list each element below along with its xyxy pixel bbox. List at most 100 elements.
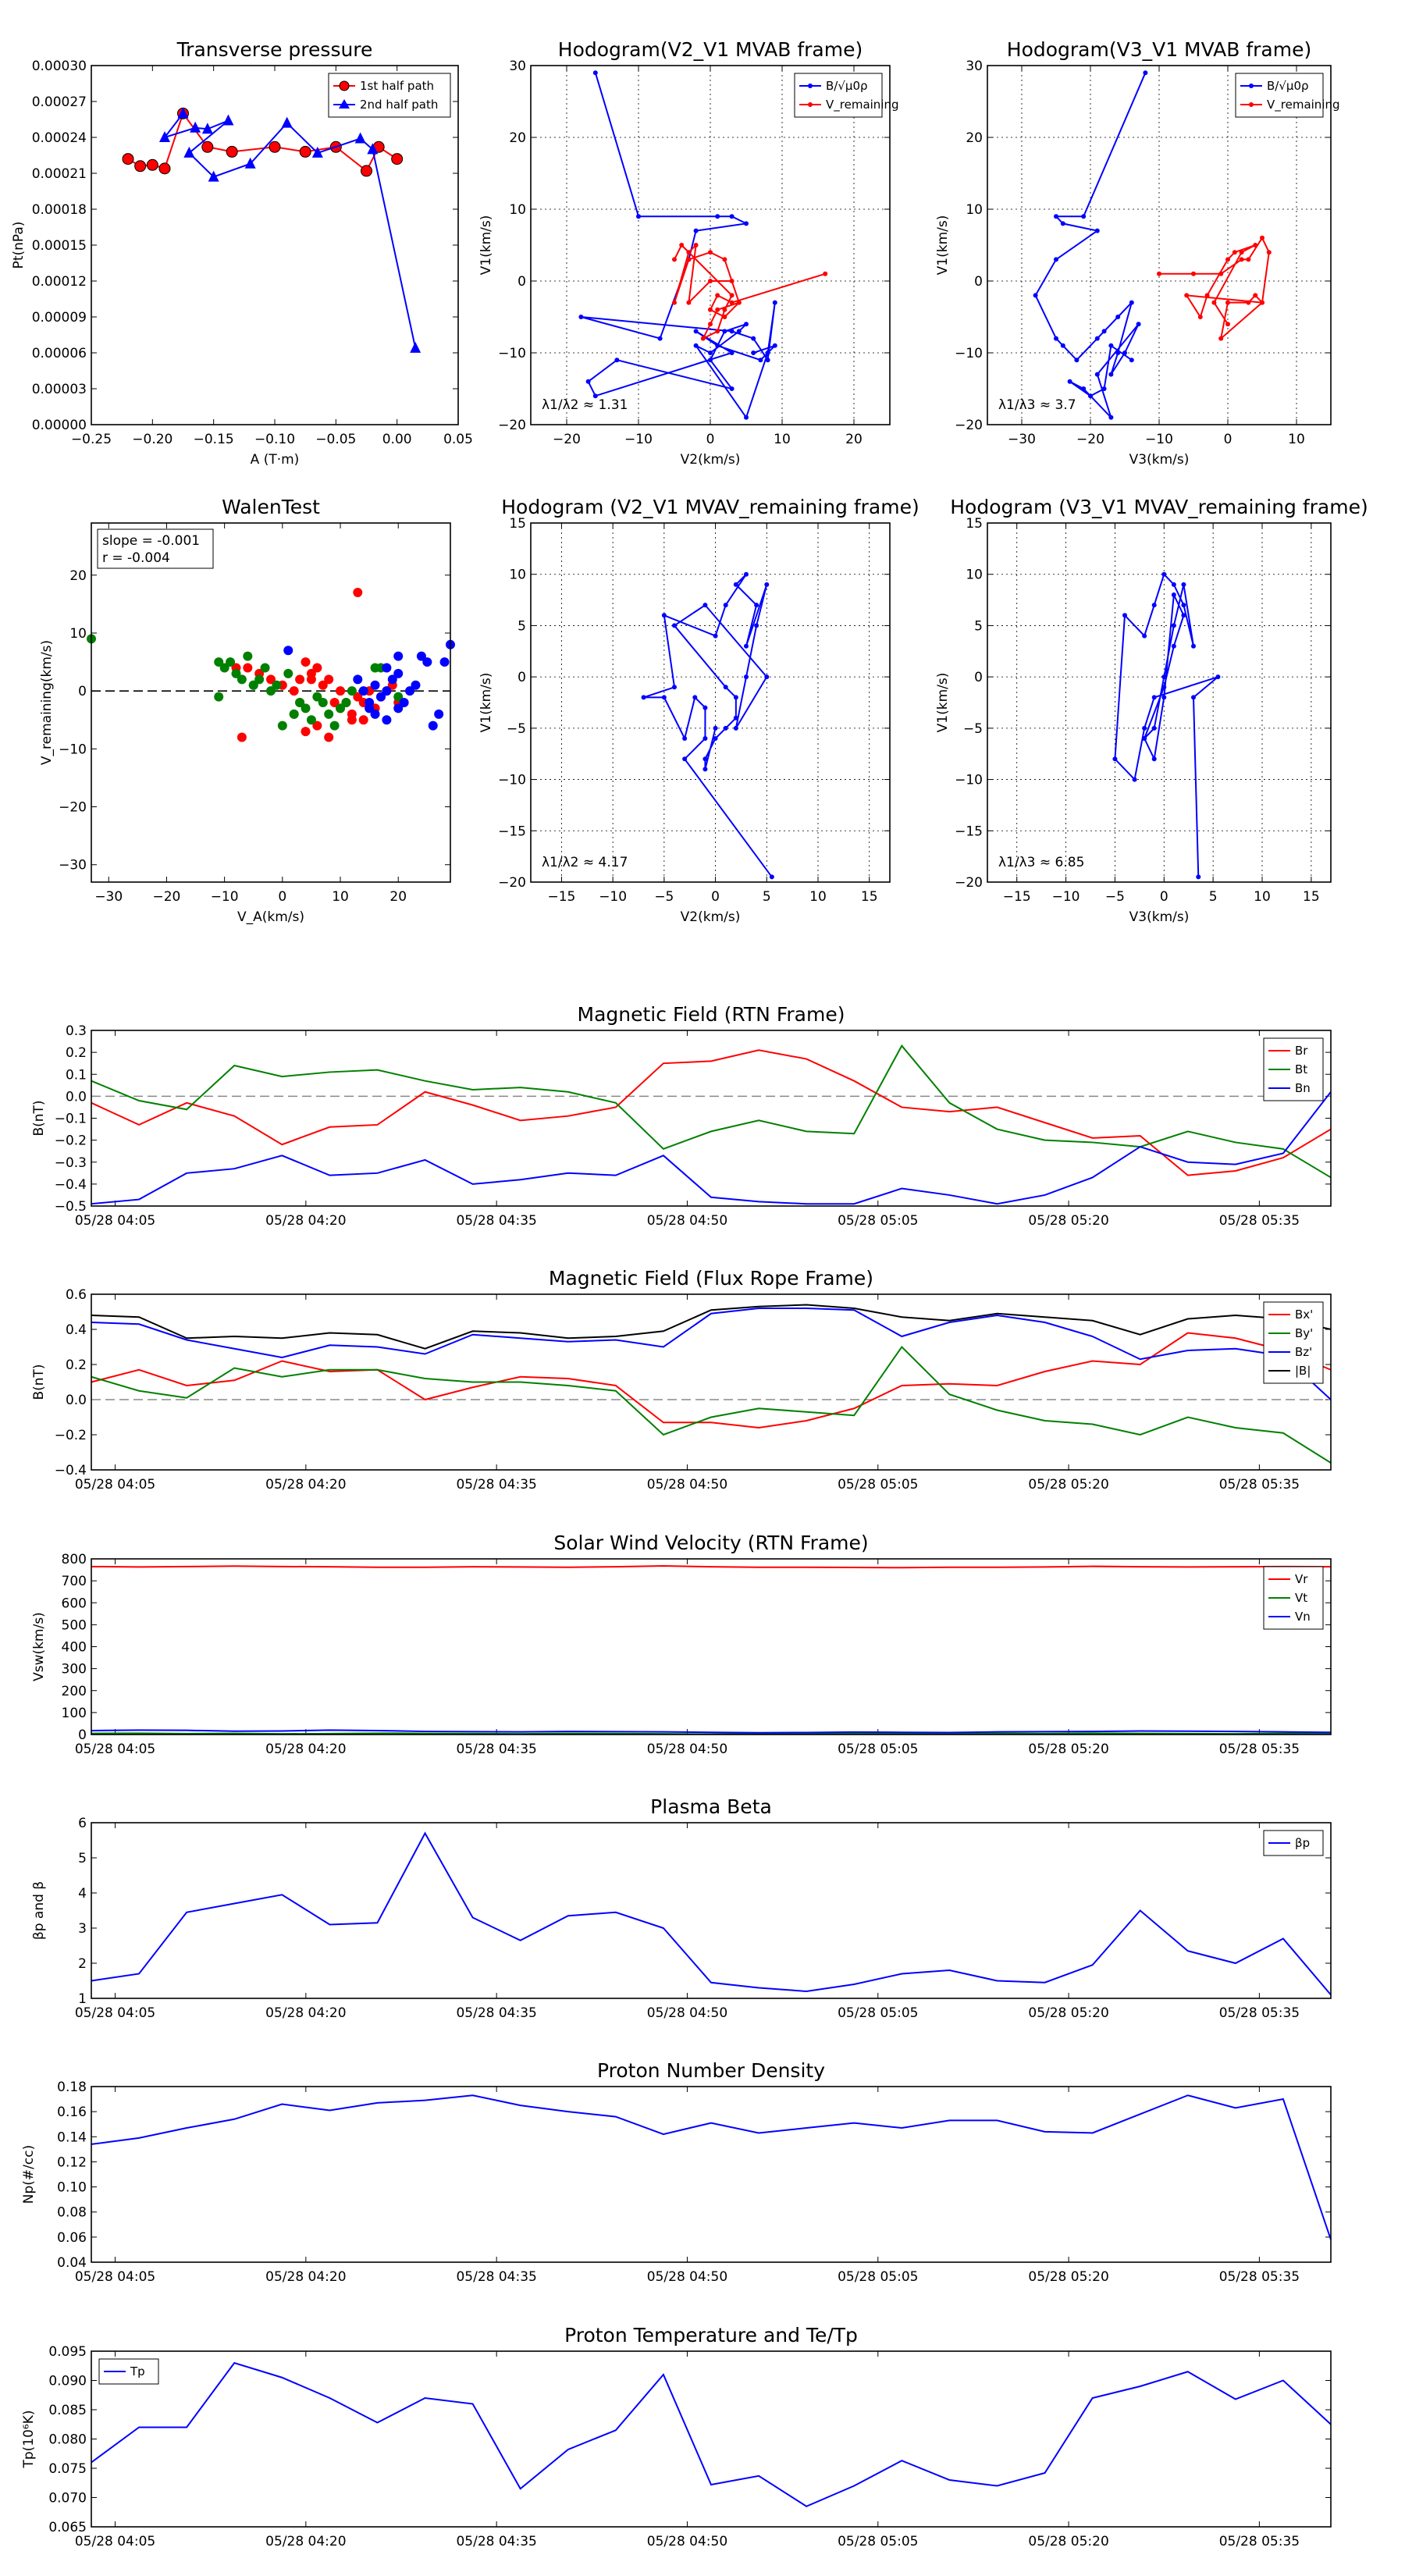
x-tick-label: 0 xyxy=(706,432,715,447)
x-tick-label: 10 xyxy=(1254,889,1271,905)
y-axis-label: V_remaining(km/s) xyxy=(39,640,55,765)
data-point xyxy=(1171,582,1176,587)
data-point xyxy=(715,293,720,298)
data-point xyxy=(729,214,735,219)
data-point xyxy=(614,358,620,363)
x-tick-label: −30 xyxy=(1008,432,1036,447)
legend-label: |B| xyxy=(1295,1364,1311,1378)
data-point xyxy=(1151,725,1157,731)
y-tick-label: 10 xyxy=(69,626,87,642)
x-axis-label: V2(km/s) xyxy=(681,452,741,468)
y-tick-label: −15 xyxy=(498,824,526,839)
data-point xyxy=(201,123,213,134)
data-point xyxy=(1094,336,1100,341)
y-tick-label: 10 xyxy=(509,568,526,583)
chart-walen: WalenTest V_A(km/s) V_remaining(km/s) −30 −2… xyxy=(39,496,455,925)
legend-marker xyxy=(808,84,813,88)
data-point xyxy=(248,680,258,690)
y-axis-label: V1(km/s) xyxy=(478,673,494,733)
data-point xyxy=(1151,695,1157,700)
x-tick-label: 05/28 04:05 xyxy=(75,1477,155,1493)
series-line xyxy=(1034,72,1147,418)
data-point xyxy=(1196,874,1201,880)
x-tick-label: 05/28 04:35 xyxy=(456,1742,536,1757)
chart-h2: Hodogram(V3_V1 MVAB frame) V3(km/s) V1(km/… xyxy=(935,38,1340,468)
legend-label: V_remaining xyxy=(826,98,899,112)
data-point xyxy=(713,736,718,741)
data-point xyxy=(661,695,667,700)
data-point xyxy=(823,271,828,276)
data-point xyxy=(353,588,363,598)
x-tick-label: −15 xyxy=(547,889,575,905)
y-tick-label: −10 xyxy=(955,773,983,788)
x-tick-label: 05/28 04:50 xyxy=(647,1742,727,1757)
x-axis-label: V_A(km/s) xyxy=(237,909,304,925)
y-tick-label: 0.00009 xyxy=(32,310,87,326)
y-tick-label: 0 xyxy=(518,274,526,290)
data-point xyxy=(722,329,727,334)
y-tick-label: −0.1 xyxy=(55,1112,87,1127)
chart-title: Plasma Beta xyxy=(650,1795,772,1818)
data-point xyxy=(434,709,444,719)
chart-title: Transverse pressure xyxy=(176,38,373,61)
data-point xyxy=(1246,300,1251,305)
x-tick-label: 05/28 05:35 xyxy=(1219,2005,1300,2021)
x-tick-label: 15 xyxy=(861,889,878,905)
x-tick-label: 0 xyxy=(1160,889,1168,905)
data-point xyxy=(306,715,316,725)
chart-vel: Solar Wind Velocity (RTN Frame) Vsw(km/s)… xyxy=(31,1532,1332,1757)
data-point xyxy=(1225,257,1230,262)
data-point xyxy=(183,146,195,158)
data-point xyxy=(1101,386,1107,391)
data-point xyxy=(122,153,134,165)
chart-annotation: r = -0.004 xyxy=(102,550,170,566)
y-tick-label: −20 xyxy=(955,418,983,433)
chart-title: Hodogram (V2_V1 MVAV_remaining frame) xyxy=(501,496,919,518)
y-tick-label: 0.075 xyxy=(48,2461,87,2477)
y-tick-label: 10 xyxy=(509,202,526,218)
data-point xyxy=(1033,293,1038,298)
data-point xyxy=(391,153,404,165)
data-point xyxy=(266,686,276,696)
x-tick-label: −20 xyxy=(1076,432,1104,447)
data-point xyxy=(733,725,738,731)
data-point xyxy=(744,322,749,327)
y-tick-label: −10 xyxy=(955,346,983,361)
data-point xyxy=(1204,293,1210,298)
legend-label: B/√μ0ρ xyxy=(1267,79,1309,93)
series-line xyxy=(91,1831,1332,1996)
y-tick-label: 0.00021 xyxy=(32,166,87,182)
y-tick-label: 20 xyxy=(509,130,526,146)
data-point xyxy=(301,703,311,713)
chart-title: Proton Number Density xyxy=(597,2059,825,2082)
y-tick-label: −0.3 xyxy=(55,1155,87,1171)
y-tick-label: −0.4 xyxy=(55,1463,87,1478)
y-tick-label: 0.065 xyxy=(48,2520,87,2535)
x-tick-label: 05/28 04:35 xyxy=(456,2534,536,2549)
y-tick-label: 0.06 xyxy=(57,2230,87,2246)
y-axis-label: Np(#/cc) xyxy=(21,2145,37,2204)
data-point xyxy=(312,720,322,731)
series-line xyxy=(581,72,776,420)
data-point xyxy=(1108,343,1114,348)
y-tick-label: 500 xyxy=(62,1617,87,1633)
plot-frame xyxy=(91,522,451,883)
x-tick-label: 05/28 04:20 xyxy=(265,2534,346,2549)
data-point xyxy=(1067,379,1072,384)
legend-label: Bz' xyxy=(1295,1345,1312,1359)
data-point xyxy=(428,720,438,731)
data-point xyxy=(1253,293,1258,298)
y-tick-label: −10 xyxy=(59,742,87,757)
data-point xyxy=(736,329,742,334)
data-point xyxy=(214,692,224,702)
data-point xyxy=(1054,214,1058,219)
x-tick-label: 05/28 04:20 xyxy=(265,1742,346,1757)
annotation-box xyxy=(97,528,214,569)
x-tick-label: −10 xyxy=(1052,889,1080,905)
x-tick-label: 05/28 05:35 xyxy=(1219,1477,1300,1493)
data-point xyxy=(324,709,334,719)
data-point xyxy=(277,720,287,731)
legend-label: By' xyxy=(1295,1326,1313,1340)
data-point xyxy=(387,674,397,685)
data-point xyxy=(375,692,386,702)
